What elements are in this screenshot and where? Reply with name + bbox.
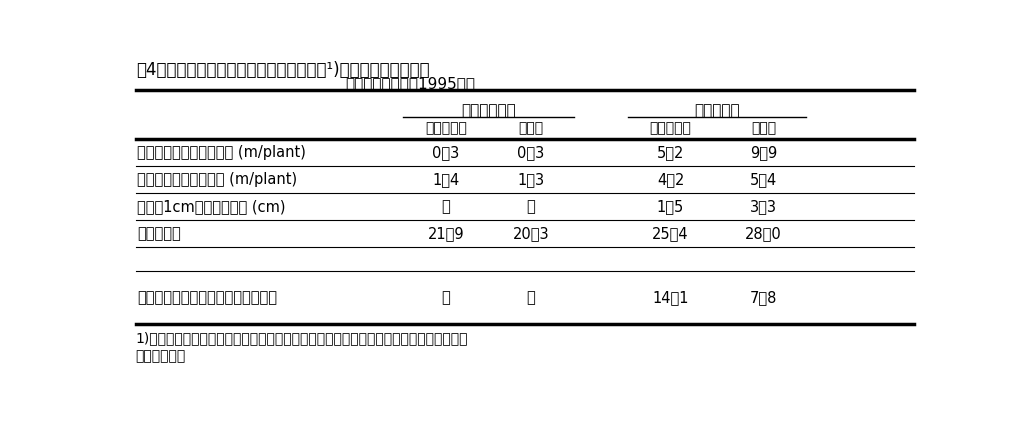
Text: 1．5: 1．5 bbox=[656, 199, 684, 214]
Text: （バスケット法：1995年）: （バスケット法：1995年） bbox=[345, 77, 475, 91]
Text: 1．3: 1．3 bbox=[517, 172, 545, 187]
Text: 5．2: 5．2 bbox=[656, 145, 684, 160]
Text: －: － bbox=[441, 290, 451, 305]
Text: 不定根1cmあたり側根長 (cm): 不定根1cmあたり側根長 (cm) bbox=[137, 199, 286, 214]
Text: 20．3: 20．3 bbox=[513, 226, 549, 241]
Text: 7．8: 7．8 bbox=[750, 290, 777, 305]
Text: 0．3: 0．3 bbox=[517, 145, 545, 160]
Text: 4．2: 4．2 bbox=[656, 172, 684, 187]
Text: 14．1: 14．1 bbox=[652, 290, 689, 305]
Text: －: － bbox=[526, 290, 536, 305]
Text: 不耕起: 不耕起 bbox=[751, 121, 776, 135]
Text: 25．4: 25．4 bbox=[652, 226, 689, 241]
Text: 初生葉展開期: 初生葉展開期 bbox=[461, 103, 516, 118]
Text: 主根とその側根の長さ (m/plant): 主根とその側根の長さ (m/plant) bbox=[137, 172, 297, 187]
Text: 3．3: 3．3 bbox=[750, 199, 777, 214]
Text: －: － bbox=[441, 199, 451, 214]
Text: 定根とした。: 定根とした。 bbox=[136, 349, 186, 363]
Text: 表4　耕起法が大豆の根系発達と・不定根¹)の角度に及ぼす影響: 表4 耕起法が大豆の根系発達と・不定根¹)の角度に及ぼす影響 bbox=[136, 61, 429, 79]
Text: 不定根の平均伸長角度（対水平軸）: 不定根の平均伸長角度（対水平軸） bbox=[137, 290, 278, 305]
Text: 1．4: 1．4 bbox=[432, 172, 460, 187]
Text: 0．3: 0．3 bbox=[432, 145, 460, 160]
Text: 9．9: 9．9 bbox=[750, 145, 777, 160]
Text: 1)子葉とそこから下方に伸長した胚軸が細くなる間を下胚軸とし、ここから出る根を不: 1)子葉とそこから下方に伸長した胚軸が細くなる間を下胚軸とし、ここから出る根を不 bbox=[136, 331, 468, 346]
Text: ロータリ耕: ロータリ耕 bbox=[425, 121, 467, 135]
Text: －: － bbox=[526, 199, 536, 214]
Text: ５葉展開期: ５葉展開期 bbox=[694, 103, 739, 118]
Text: 不定根の数: 不定根の数 bbox=[137, 226, 181, 241]
Text: 不定根とその側根の長さ (m/plant): 不定根とその側根の長さ (m/plant) bbox=[137, 145, 306, 160]
Text: ロータリ耕: ロータリ耕 bbox=[649, 121, 691, 135]
Text: 28．0: 28．0 bbox=[745, 226, 782, 241]
Text: 21．9: 21．9 bbox=[427, 226, 464, 241]
Text: 不耕起: 不耕起 bbox=[518, 121, 544, 135]
Text: 5．4: 5．4 bbox=[750, 172, 777, 187]
